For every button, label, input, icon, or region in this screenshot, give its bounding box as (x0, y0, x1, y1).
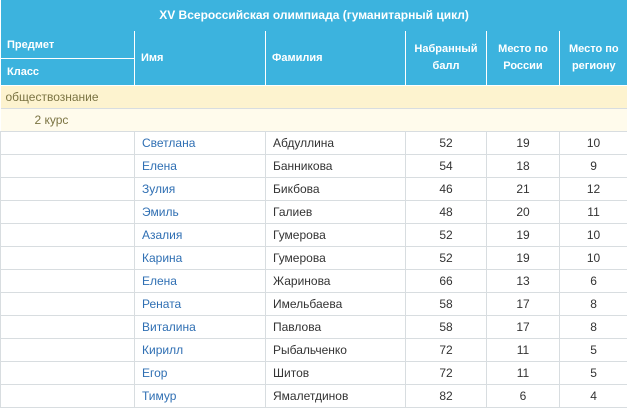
table-row: Карина Гумерова 52 19 10 (0, 246, 627, 270)
table-row: Рената Имельбаева 58 17 8 (0, 292, 627, 316)
header-score[interactable]: Набранный балл (405, 31, 487, 86)
place-russia-cell: 18 (486, 154, 560, 178)
last-name-cell: Шитов (265, 361, 406, 385)
place-region-cell: 12 (558, 177, 627, 201)
table-row: Виталина Павлова 58 17 8 (0, 315, 627, 339)
header-place-russia[interactable]: Место по России (486, 31, 560, 86)
group-row-course: 2 курс (0, 108, 627, 132)
header-place-region[interactable]: Место по региону (558, 31, 627, 86)
table-title: XV Всероссийская олимпиада (гуманитарный… (159, 8, 469, 22)
score-cell: 48 (405, 200, 487, 224)
score-cell: 46 (405, 177, 487, 201)
group-row-subject: обществознание (0, 85, 627, 109)
first-name-cell: Виталина (134, 315, 266, 339)
first-name-cell: Карина (134, 246, 266, 270)
group-subject-label: обществознание (0, 85, 627, 109)
place-russia-cell: 11 (486, 338, 560, 362)
row-spacer-cell (0, 384, 135, 408)
place-russia-cell: 17 (486, 292, 560, 316)
first-name-cell: Кирилл (134, 338, 266, 362)
table-row: Елена Жаринова 66 13 6 (0, 269, 627, 293)
row-spacer-cell (0, 246, 135, 270)
place-region-cell: 5 (558, 338, 627, 362)
first-name-cell: Светлана (134, 131, 266, 155)
last-name-cell: Жаринова (265, 269, 406, 293)
row-spacer-cell (0, 315, 135, 339)
place-region-cell: 8 (558, 292, 627, 316)
last-name-cell: Павлова (265, 315, 406, 339)
last-name-cell: Гумерова (265, 223, 406, 247)
first-name-cell: Зулия (134, 177, 266, 201)
table-row: Светлана Абдуллина 52 19 10 (0, 131, 627, 155)
place-russia-cell: 13 (486, 269, 560, 293)
first-name-cell: Азалия (134, 223, 266, 247)
place-russia-cell: 19 (486, 223, 560, 247)
score-cell: 58 (405, 315, 487, 339)
last-name-cell: Имельбаева (265, 292, 406, 316)
place-region-cell: 10 (558, 246, 627, 270)
first-name-cell: Елена (134, 154, 266, 178)
score-cell: 72 (405, 338, 487, 362)
row-spacer-cell (0, 361, 135, 385)
table-row: Азалия Гумерова 52 19 10 (0, 223, 627, 247)
score-cell: 72 (405, 361, 487, 385)
place-russia-cell: 17 (486, 315, 560, 339)
first-name-cell: Эмиль (134, 200, 266, 224)
header-last-name[interactable]: Фамилия (265, 31, 406, 86)
last-name-cell: Банникова (265, 154, 406, 178)
row-spacer-cell (0, 131, 135, 155)
first-name-cell: Рената (134, 292, 266, 316)
last-name-cell: Гумерова (265, 246, 406, 270)
table-row: Елена Банникова 54 18 9 (0, 154, 627, 178)
table-row: Кирилл Рыбальченко 72 11 5 (0, 338, 627, 362)
place-russia-cell: 20 (486, 200, 560, 224)
last-name-cell: Абдуллина (265, 131, 406, 155)
table-row: Зулия Бикбова 46 21 12 (0, 177, 627, 201)
place-region-cell: 11 (558, 200, 627, 224)
place-russia-cell: 19 (486, 246, 560, 270)
score-cell: 58 (405, 292, 487, 316)
place-region-cell: 9 (558, 154, 627, 178)
score-cell: 66 (405, 269, 487, 293)
row-spacer-cell (0, 269, 135, 293)
first-name-cell: Тимур (134, 384, 266, 408)
first-name-cell: Елена (134, 269, 266, 293)
header-first-name[interactable]: Имя (134, 31, 266, 86)
last-name-cell: Ямалетдинов (265, 384, 406, 408)
header-subject[interactable]: Предмет (0, 31, 135, 59)
first-name-cell: Егор (134, 361, 266, 385)
table-row: Эмиль Галиев 48 20 11 (0, 200, 627, 224)
header-class[interactable]: Класс (0, 58, 135, 86)
group-course-label: 2 курс (0, 108, 627, 132)
place-region-cell: 10 (558, 223, 627, 247)
row-spacer-cell (0, 200, 135, 224)
place-region-cell: 6 (558, 269, 627, 293)
row-spacer-cell (0, 177, 135, 201)
place-region-cell: 8 (558, 315, 627, 339)
row-spacer-cell (0, 223, 135, 247)
row-spacer-cell (0, 292, 135, 316)
place-russia-cell: 21 (486, 177, 560, 201)
place-region-cell: 10 (558, 131, 627, 155)
table-row: Тимур Ямалетдинов 82 6 4 (0, 384, 627, 408)
last-name-cell: Галиев (265, 200, 406, 224)
place-russia-cell: 6 (486, 384, 560, 408)
score-cell: 52 (405, 223, 487, 247)
score-cell: 52 (405, 246, 487, 270)
last-name-cell: Бикбова (265, 177, 406, 201)
place-russia-cell: 19 (486, 131, 560, 155)
row-spacer-cell (0, 338, 135, 362)
score-cell: 54 (405, 154, 487, 178)
score-cell: 82 (405, 384, 487, 408)
last-name-cell: Рыбальченко (265, 338, 406, 362)
table-row: Егор Шитов 72 11 5 (0, 361, 627, 385)
score-cell: 52 (405, 131, 487, 155)
place-region-cell: 4 (558, 384, 627, 408)
place-russia-cell: 11 (486, 361, 560, 385)
place-region-cell: 5 (558, 361, 627, 385)
row-spacer-cell (0, 154, 135, 178)
